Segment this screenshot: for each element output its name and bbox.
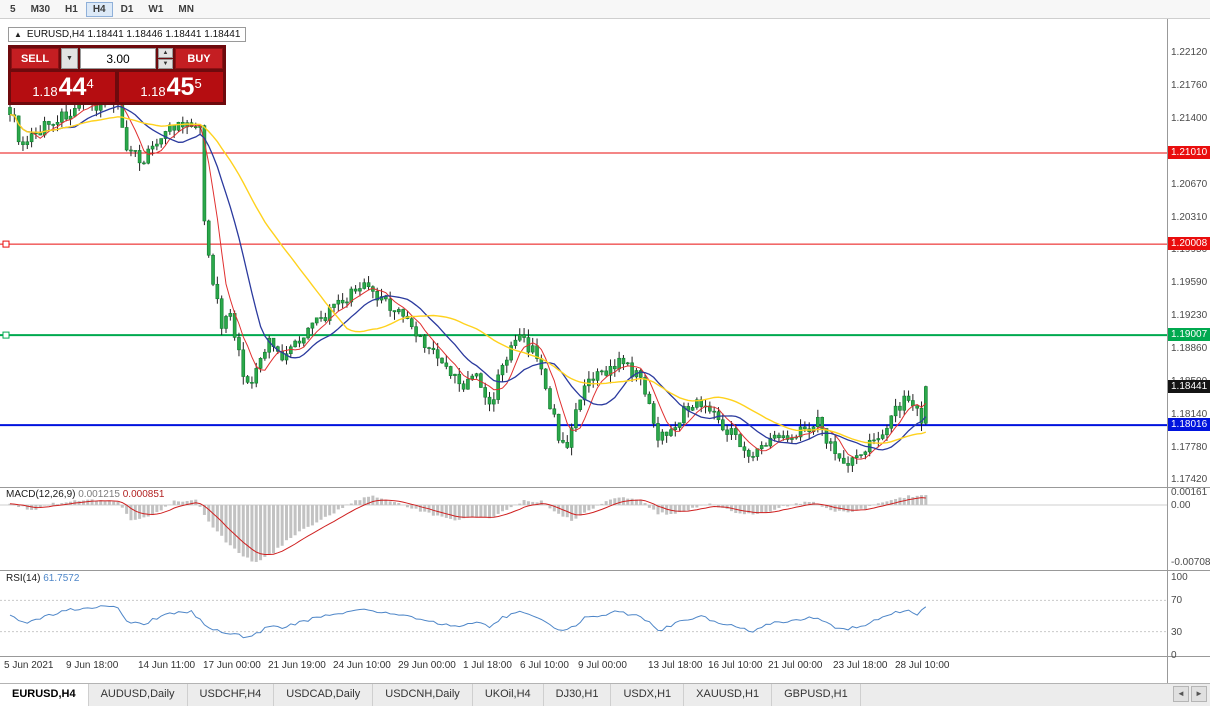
macd-name: MACD(12,26,9) xyxy=(6,489,76,500)
time-axis-label: 29 Jun 00:00 xyxy=(398,660,456,671)
volume-decrease-button[interactable]: ▼ xyxy=(158,59,173,69)
price-axis-label: 1.18140 xyxy=(1171,408,1208,420)
tabs-scroll-right-icon[interactable]: ► xyxy=(1191,686,1207,702)
macd-axis-label: 0.00 xyxy=(1171,500,1191,511)
macd-value-main: 0.001215 xyxy=(78,489,120,500)
price-axis-label: 1.17780 xyxy=(1171,441,1208,453)
time-axis-label: 16 Jul 10:00 xyxy=(708,660,763,671)
timeframe-button-m30[interactable]: M30 xyxy=(24,2,57,17)
chart-tab-xauusd[interactable]: XAUUSD,H1 xyxy=(684,684,773,706)
price-axis-label: 1.21400 xyxy=(1171,112,1208,124)
volume-dropdown-button[interactable]: ▼ xyxy=(61,48,78,69)
time-axis-label: 28 Jul 10:00 xyxy=(895,660,950,671)
price-axis-label: 1.19590 xyxy=(1171,277,1208,289)
tabs-scroll-controls: ◄ ► xyxy=(1173,686,1207,702)
price-axis-label: 1.20310 xyxy=(1171,211,1208,223)
timeframe-button-h1[interactable]: H1 xyxy=(58,2,85,17)
price-level-tag: 1.18441 xyxy=(1168,379,1210,393)
price-level-tag: 1.18016 xyxy=(1168,418,1210,432)
chart-tab-audusd[interactable]: AUDUSD,Daily xyxy=(89,684,188,706)
price-axis-label: 1.20670 xyxy=(1171,178,1208,190)
volume-stepper: ▲ ▼ xyxy=(158,48,173,69)
time-axis-label: 9 Jul 00:00 xyxy=(578,660,627,671)
one-click-trading-panel: SELL ▼ ▲ ▼ BUY 1.18 44 4 1.18 xyxy=(8,45,226,105)
volume-input[interactable] xyxy=(80,48,156,69)
up-triangle-icon: ▲ xyxy=(14,30,22,39)
chart-tab-usdcad[interactable]: USDCAD,Daily xyxy=(274,684,374,706)
price-level-tag: 1.21010 xyxy=(1168,146,1210,159)
timeframe-toolbar: 5 M30 H1 H4 D1 W1 MN xyxy=(0,0,1210,19)
chevron-down-icon: ▼ xyxy=(66,55,73,62)
sell-price-display[interactable]: 1.18 44 4 xyxy=(11,72,115,102)
timeframe-button-h4[interactable]: H4 xyxy=(85,1,113,17)
chart-tab-eurusd[interactable]: EURUSD,H4 xyxy=(0,684,89,706)
time-axis-label: 1 Jul 18:00 xyxy=(463,660,512,671)
macd-indicator-label: MACD(12,26,9) 0.001215 0.000851 xyxy=(6,489,164,500)
spin-up-icon: ▲ xyxy=(162,50,169,56)
ohlc-info-box: ▲ EURUSD,H4 1.18441 1.18446 1.18441 1.18… xyxy=(8,27,247,42)
chart-tabs-bar: EURUSD,H4 AUDUSD,Daily USDCHF,H4 USDCAD,Dai… xyxy=(0,683,1210,706)
rsi-name: RSI(14) xyxy=(6,573,41,584)
chart-tab-gbpusd[interactable]: GBPUSD,H1 xyxy=(772,684,861,706)
ask-sup: 5 xyxy=(194,76,202,91)
macd-axis-label: 0.00161 xyxy=(1171,487,1208,498)
macd-value-signal: 0.000851 xyxy=(122,489,165,500)
time-axis-label: 23 Jul 18:00 xyxy=(833,660,888,671)
spin-down-icon: ▼ xyxy=(162,61,169,67)
symbol-quote-text: EURUSD,H4 1.18441 1.18446 1.18441 1.1844… xyxy=(26,29,241,40)
macd-axis-label: -0.007088 xyxy=(1171,557,1210,568)
rsi-axis-label: 100 xyxy=(1171,572,1188,583)
ask-digits: 45 xyxy=(166,73,195,101)
rsi-indicator-label: RSI(14) 61.7572 xyxy=(6,573,79,584)
ask-prefix: 1.18 xyxy=(140,84,166,99)
buy-price-display[interactable]: 1.18 45 5 xyxy=(119,72,223,102)
timeframe-button-d1[interactable]: D1 xyxy=(114,2,141,17)
rsi-axis-label: 70 xyxy=(1171,595,1183,607)
chart-tab-ukoil[interactable]: UKOil,H4 xyxy=(473,684,544,706)
bid-prefix: 1.18 xyxy=(32,84,58,99)
time-axis-label: 13 Jul 18:00 xyxy=(648,660,703,671)
timeframe-button-mn[interactable]: MN xyxy=(171,2,201,17)
rsi-value: 61.7572 xyxy=(43,573,80,584)
price-axis-label: 1.17420 xyxy=(1171,474,1208,486)
time-axis-label: 6 Jul 10:00 xyxy=(520,660,569,671)
price-level-tag: 1.20008 xyxy=(1168,237,1210,251)
price-level-tag: 1.19007 xyxy=(1168,328,1210,342)
price-axis-label: 1.21760 xyxy=(1171,79,1208,91)
time-axis-label: 5 Jun 2021 xyxy=(4,660,54,671)
sell-button[interactable]: SELL xyxy=(11,48,59,69)
bid-sup: 4 xyxy=(86,76,94,91)
price-axis-label: 1.19230 xyxy=(1171,309,1208,321)
buy-button[interactable]: BUY xyxy=(175,48,223,69)
chart-tab-usdcnh[interactable]: USDCNH,Daily xyxy=(373,684,473,706)
time-axis-label: 21 Jun 19:00 xyxy=(268,660,326,671)
timeframe-button-5[interactable]: 5 xyxy=(3,2,23,17)
time-axis-label: 24 Jun 10:00 xyxy=(333,660,391,671)
price-axis-label: 1.18860 xyxy=(1171,343,1208,355)
timeframe-button-w1[interactable]: W1 xyxy=(141,2,170,17)
rsi-axis-label: 30 xyxy=(1171,626,1183,638)
time-axis-label: 21 Jul 00:00 xyxy=(768,660,823,671)
tabs-scroll-left-icon[interactable]: ◄ xyxy=(1173,686,1189,702)
rsi-axis-label: 0 xyxy=(1171,650,1177,661)
bid-digits: 44 xyxy=(58,73,87,101)
volume-increase-button[interactable]: ▲ xyxy=(158,48,173,58)
chart-tab-usdx[interactable]: USDX,H1 xyxy=(611,684,685,706)
chart-tab-usdchf[interactable]: USDCHF,H4 xyxy=(188,684,275,706)
price-axis-label: 1.22120 xyxy=(1171,47,1208,59)
time-axis-label: 14 Jun 11:00 xyxy=(138,660,196,671)
time-axis-label: 17 Jun 00:00 xyxy=(203,660,261,671)
chart-tab-dj30[interactable]: DJ30,H1 xyxy=(544,684,612,706)
time-axis-label: 9 Jun 18:00 xyxy=(66,660,119,671)
